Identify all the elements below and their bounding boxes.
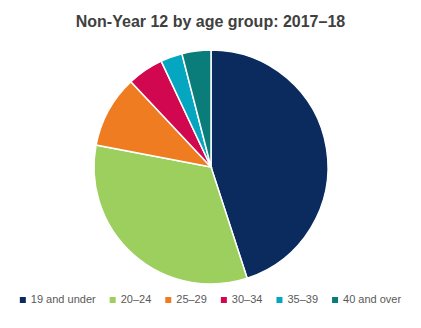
legend-swatch (165, 297, 171, 303)
legend-label: 35–39 (287, 293, 318, 305)
title: Non-Year 12 by age group: 2017–18 (76, 13, 346, 30)
legend-label: 40 and over (343, 293, 401, 305)
legend-label: 25–29 (176, 293, 207, 305)
legend-swatch (276, 297, 282, 303)
legend-swatch (332, 297, 338, 303)
legend-label: 20–24 (121, 293, 152, 305)
legend-label: 30–34 (232, 293, 263, 305)
legend: 19 and under 20–24 25–29 30–34 35–39 40 and o… (20, 293, 402, 305)
chart: Non-Year 12 by age group: 2017–18 19 and … (0, 0, 421, 328)
legend-label: 19 and under (31, 293, 96, 305)
legend-swatch (110, 297, 116, 303)
slice (94, 145, 247, 284)
legend-swatch (221, 297, 227, 303)
slice (182, 50, 211, 167)
legend-swatch (20, 297, 26, 303)
slices (94, 50, 328, 284)
